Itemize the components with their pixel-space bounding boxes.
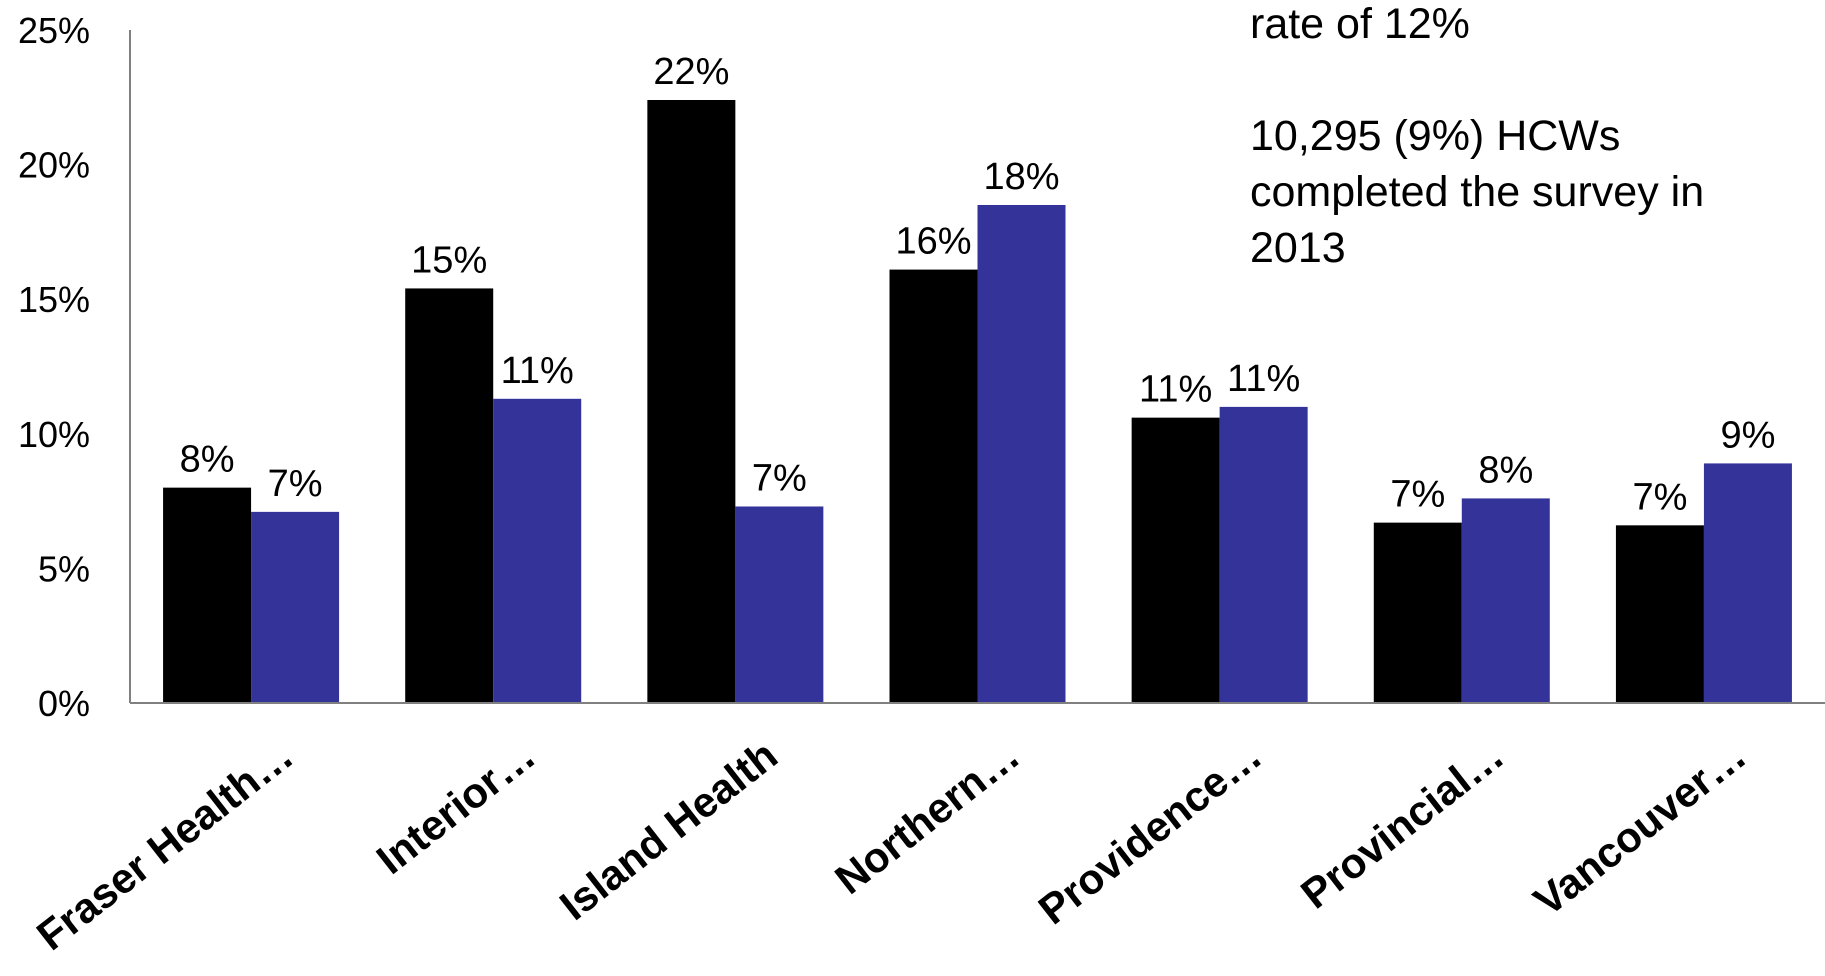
bar [1131, 417, 1220, 703]
data-label: 11% [1227, 358, 1300, 400]
bar [1373, 522, 1462, 703]
data-label: 9% [1720, 414, 1775, 456]
category-label: Vancouver… [1525, 731, 1754, 925]
y-tick-label: 5% [38, 548, 90, 589]
annotation-text: rate of 12% 10,295 (9%) HCWs completed t… [1250, 0, 1810, 276]
data-label: 18% [983, 156, 1059, 198]
bar [163, 487, 252, 703]
data-label: 16% [895, 221, 971, 263]
data-label: 22% [653, 51, 729, 93]
data-label: 7% [1390, 474, 1445, 516]
data-labels: 8% 7% 15% 11% 22% 7% 16% 18% 11% 11% 7% 8% 7% 9% [180, 51, 1776, 518]
category-label: Northern… [826, 731, 1028, 903]
annotation-line-2: 10,295 (9%) HCWs completed the survey in… [1250, 112, 1705, 272]
bar [889, 269, 978, 703]
bar [1703, 463, 1792, 703]
annotation-line-1: rate of 12% [1250, 0, 1470, 48]
category-labels: Fraser Health… Interior… Island Health Nort… [28, 731, 1754, 959]
data-label: 7% [752, 457, 807, 499]
data-label: 8% [1478, 449, 1533, 491]
category-label: Fraser Health… [28, 731, 302, 959]
bar [493, 398, 582, 703]
bars [163, 99, 1792, 704]
category-label: Providence… [1030, 731, 1270, 933]
y-tick-label: 25% [18, 10, 90, 51]
bar [735, 506, 824, 703]
data-label: 7% [268, 463, 323, 505]
category-label: Interior… [368, 731, 544, 883]
y-tick-label: 10% [18, 414, 90, 455]
y-axis-ticks: 0% 5% 10% 15% 20% 25% [18, 10, 90, 724]
data-label: 7% [1632, 476, 1687, 518]
y-tick-label: 20% [18, 145, 90, 186]
bar [405, 288, 494, 703]
bar [1219, 406, 1308, 703]
bar [1461, 498, 1550, 703]
bar [251, 511, 340, 703]
bar [977, 204, 1066, 704]
data-label: 11% [501, 350, 574, 392]
y-tick-label: 0% [38, 683, 90, 724]
bar [1615, 525, 1704, 703]
category-label: Provincial… [1292, 731, 1512, 917]
data-label: 8% [180, 439, 235, 481]
data-label: 11% [1139, 369, 1212, 411]
bar [647, 99, 736, 703]
y-tick-label: 15% [18, 279, 90, 320]
data-label: 15% [411, 239, 487, 281]
category-label: Island Health [551, 731, 786, 929]
